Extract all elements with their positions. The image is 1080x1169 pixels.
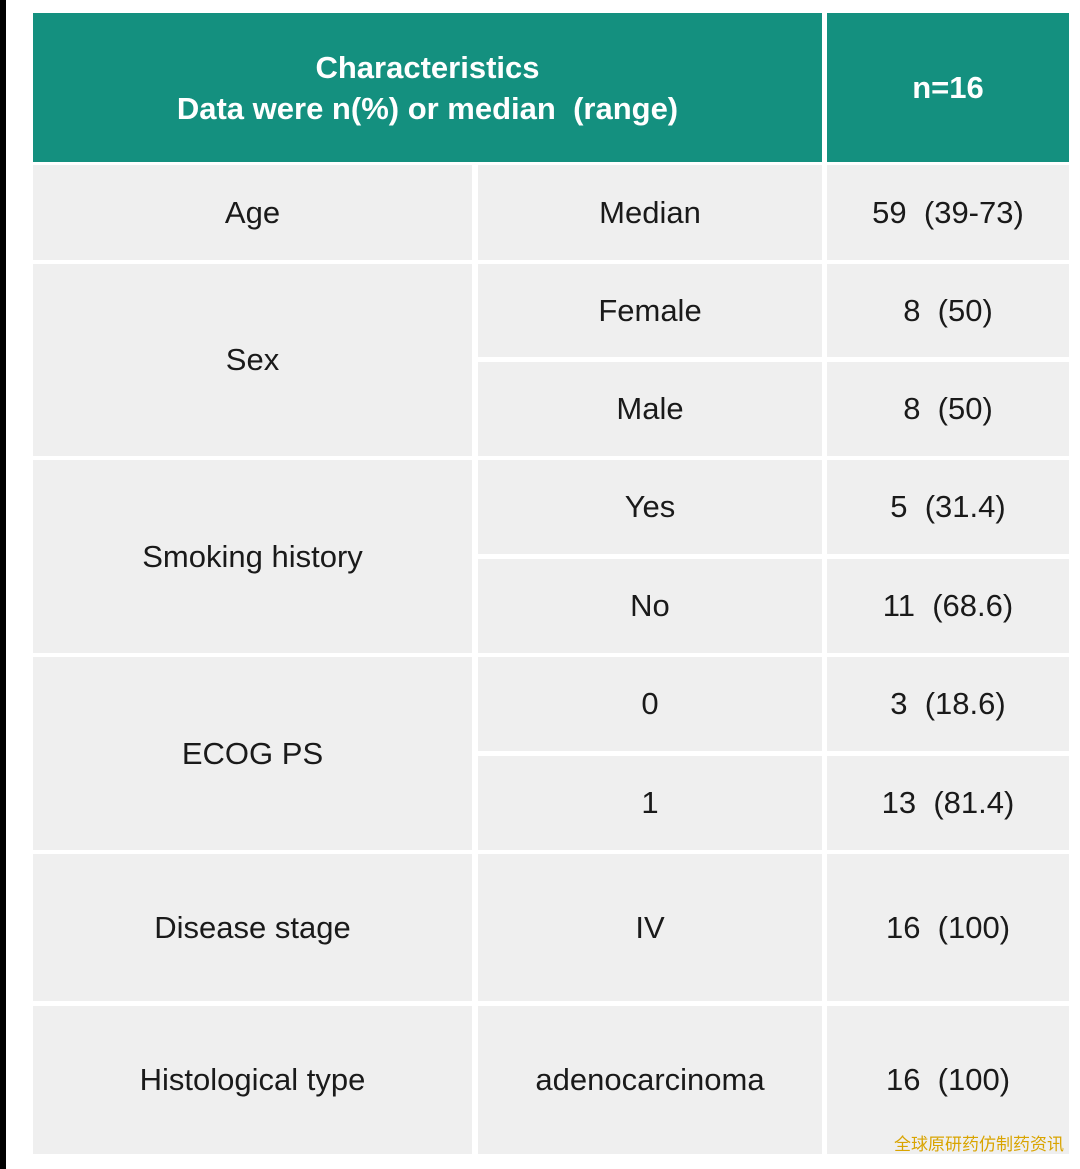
subcategory-male: Male — [478, 362, 822, 456]
category-disease-stage: Disease stage — [33, 854, 472, 1001]
value-age-median: 59 (39-73) — [827, 165, 1069, 260]
value-smoking-no: 11 (68.6) — [827, 559, 1069, 653]
header-characteristics-subtitle: Data were n(%) or median (range) — [176, 90, 679, 126]
value-sex-male: 8 (50) — [827, 362, 1069, 456]
value-sex-female: 8 (50) — [827, 264, 1069, 357]
category-sex: Sex — [33, 264, 472, 456]
subcategory-stage-iv: IV — [478, 854, 822, 1001]
category-smoking-history: Smoking history — [33, 460, 472, 653]
value-ecog-0: 3 (18.6) — [827, 657, 1069, 751]
header-n: n=16 — [827, 13, 1069, 162]
subcategory-adenocarcinoma: adenocarcinoma — [478, 1006, 822, 1154]
value-smoking-yes: 5 (31.4) — [827, 460, 1069, 554]
subcategory-ecog-1: 1 — [478, 756, 822, 850]
category-age: Age — [33, 165, 472, 260]
watermark-text: 全球原研药仿制药资讯 — [894, 1135, 1064, 1155]
subcategory-no: No — [478, 559, 822, 653]
header-characteristics-title: Characteristics — [315, 49, 540, 85]
category-ecog-ps: ECOG PS — [33, 657, 472, 850]
subcategory-median: Median — [478, 165, 822, 260]
subcategory-female: Female — [478, 264, 822, 357]
subcategory-ecog-0: 0 — [478, 657, 822, 751]
category-histological-type: Histological type — [33, 1006, 472, 1154]
value-disease-stage: 16 (100) — [827, 854, 1069, 1001]
value-histological-type: 16 (100) — [827, 1006, 1069, 1154]
header-characteristics: Characteristics Data were n(%) or median… — [33, 13, 822, 162]
left-border-strip — [0, 0, 6, 1169]
value-ecog-1: 13 (81.4) — [827, 756, 1069, 850]
subcategory-yes: Yes — [478, 460, 822, 554]
